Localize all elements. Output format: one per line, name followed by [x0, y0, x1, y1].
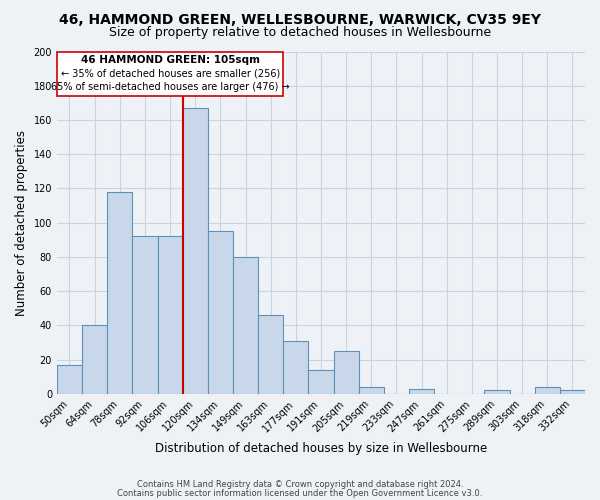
Bar — [208, 231, 233, 394]
Bar — [560, 390, 585, 394]
Bar — [258, 315, 283, 394]
Bar — [409, 388, 434, 394]
Text: 46 HAMMOND GREEN: 105sqm: 46 HAMMOND GREEN: 105sqm — [81, 56, 260, 66]
Bar — [308, 370, 334, 394]
Text: 65% of semi-detached houses are larger (476) →: 65% of semi-detached houses are larger (… — [51, 82, 290, 92]
Bar — [484, 390, 509, 394]
Bar — [359, 387, 384, 394]
X-axis label: Distribution of detached houses by size in Wellesbourne: Distribution of detached houses by size … — [155, 442, 487, 455]
Text: 46, HAMMOND GREEN, WELLESBOURNE, WARWICK, CV35 9EY: 46, HAMMOND GREEN, WELLESBOURNE, WARWICK… — [59, 12, 541, 26]
Text: Contains public sector information licensed under the Open Government Licence v3: Contains public sector information licen… — [118, 488, 482, 498]
Bar — [283, 340, 308, 394]
Text: Contains HM Land Registry data © Crown copyright and database right 2024.: Contains HM Land Registry data © Crown c… — [137, 480, 463, 489]
FancyBboxPatch shape — [58, 52, 283, 96]
Y-axis label: Number of detached properties: Number of detached properties — [15, 130, 28, 316]
Text: Size of property relative to detached houses in Wellesbourne: Size of property relative to detached ho… — [109, 26, 491, 39]
Text: ← 35% of detached houses are smaller (256): ← 35% of detached houses are smaller (25… — [61, 68, 280, 78]
Bar — [57, 364, 82, 394]
Bar — [233, 257, 258, 394]
Bar — [182, 108, 208, 394]
Bar — [107, 192, 133, 394]
Bar — [133, 236, 158, 394]
Bar — [82, 326, 107, 394]
Bar — [158, 236, 182, 394]
Bar — [334, 351, 359, 394]
Bar — [535, 387, 560, 394]
